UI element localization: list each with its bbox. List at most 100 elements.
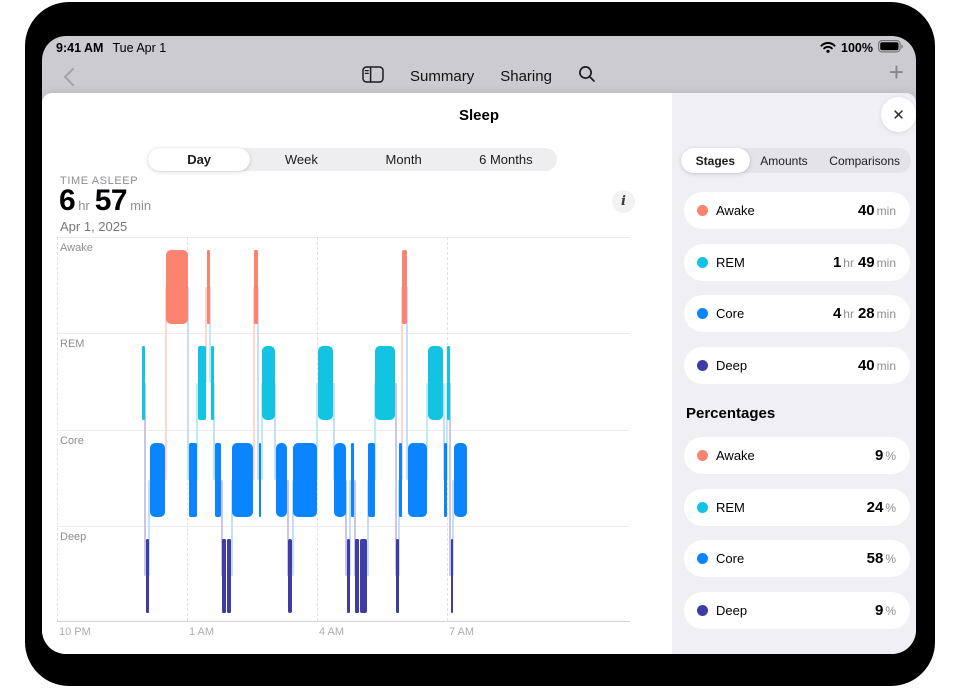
sleep-bar-deep (359, 538, 368, 613)
axis-tick-10-pm: 10 PM (59, 626, 91, 638)
percent-row-awake-value: 9% (871, 447, 896, 464)
sleep-bar-deep (227, 538, 232, 613)
percent-row-core-label: Core (716, 551, 745, 566)
panel-tab-stages[interactable]: Stages (681, 148, 750, 173)
value-part: % (885, 449, 896, 463)
stage-row-deep-label: Deep (716, 357, 748, 373)
sleep-bar-deep (346, 538, 350, 613)
stage-connector (449, 383, 452, 576)
nav-summary[interactable]: Summary (410, 67, 475, 85)
chart-row-deep: Deep (57, 525, 630, 622)
core-color-dot (697, 308, 708, 319)
search-button[interactable] (578, 65, 596, 87)
sleep-main-pane: Day Week Month 6 Months TIME ASLEEP 6 hr 57 mi… (42, 93, 672, 654)
stage-connector (213, 383, 216, 480)
info-button[interactable]: i (612, 190, 635, 213)
tab-week[interactable]: Week (284, 152, 318, 167)
deep-color-dot (697, 359, 708, 371)
status-bar: 9:41 AM Tue Apr 1 100% (42, 40, 916, 56)
stage-connector (345, 479, 348, 576)
stage-connector (252, 287, 255, 480)
navigation-bar: Summary Sharing + (42, 57, 916, 92)
value-part: 9 (874, 447, 884, 464)
page-title: Sleep (458, 107, 500, 124)
stage-connector (286, 479, 289, 576)
stage-connector (366, 479, 369, 576)
sleep-bar-core (232, 442, 254, 517)
value-part: hr (843, 255, 854, 270)
stage-connector (353, 479, 356, 576)
metric-part: min (130, 198, 152, 213)
stage-connector (205, 287, 208, 384)
sleep-modal: Sleep Day Week Month 6 Months TIME ASLEEP 6… (42, 93, 916, 654)
sleep-bar-awake (401, 250, 407, 324)
stage-connector (220, 479, 223, 576)
screen: 9:41 AM Tue Apr 1 100% Summ (42, 36, 916, 654)
axis-tick-7-am: 7 AM (448, 626, 475, 638)
add-button[interactable]: + (888, 57, 904, 87)
value-part: 4 (832, 305, 842, 322)
sleep-bar-core (149, 442, 166, 517)
sleep-bar-rem (427, 346, 444, 421)
sleep-bar-deep (145, 538, 149, 613)
stage-connector (148, 479, 151, 576)
stage-connector (373, 383, 376, 480)
stage-connector (196, 383, 199, 480)
sleep-bar-deep (222, 538, 226, 613)
stage-connector (452, 479, 455, 576)
sleep-bar-deep (396, 538, 399, 613)
tab-day[interactable]: Day (148, 148, 251, 171)
sleep-stages-chart[interactable]: Awake REM Core Deep 10 PM 1 AM 4 AM 7 AM (57, 237, 630, 638)
tab-month[interactable]: Month (385, 152, 422, 167)
sleep-bar-deep (450, 538, 454, 613)
stage-row-awake: Awake 40 min (684, 192, 910, 229)
stage-connector (426, 383, 429, 480)
stage-connector (406, 287, 409, 480)
stage-connector (445, 383, 448, 480)
stage-row-awake-label: Awake (716, 203, 755, 218)
sleep-bar-core (407, 442, 428, 517)
awake-color-dot (697, 205, 708, 216)
sleep-bar-core (258, 442, 262, 517)
stage-connector (209, 287, 212, 384)
panel-tab-comparisons[interactable]: Comparisons (829, 153, 900, 168)
percent-row-deep: Deep 9% (684, 591, 910, 629)
sleep-bar-awake (166, 250, 188, 324)
back-button[interactable] (56, 64, 82, 90)
sidebar-toggle-button[interactable] (362, 65, 384, 87)
stage-connector (332, 383, 335, 480)
stage-connector (230, 479, 233, 576)
sleep-bar-core (293, 442, 317, 517)
value-part: 1 (832, 253, 842, 271)
chart-row-label-rem: REM (60, 338, 85, 351)
percent-row-rem-value: 24% (863, 499, 896, 516)
value-part: 40 (857, 356, 875, 374)
chart-row-rem: REM (57, 333, 630, 429)
stage-connector (394, 383, 397, 576)
battery-percent: 100% (841, 41, 873, 55)
nav-sharing[interactable]: Sharing (500, 67, 552, 85)
value-part: min (876, 204, 896, 218)
stage-row-rem-value: 1 hr 49 min (829, 254, 896, 271)
value-part: % (885, 552, 896, 566)
value-part: 58 (866, 550, 884, 567)
percent-row-rem-label: REM (716, 499, 745, 515)
deep-color-dot (697, 604, 708, 616)
close-button[interactable]: ✕ (881, 97, 916, 132)
value-part: min (876, 255, 896, 270)
axis-tick-1-am: 1 AM (188, 626, 215, 638)
stage-row-deep-value: 40 min (854, 357, 896, 374)
tab-6-months[interactable]: 6 Months (479, 152, 533, 167)
sleep-bar-core (350, 442, 355, 517)
panel-tab-amounts[interactable]: Amounts (760, 153, 808, 168)
sleep-bar-rem (197, 346, 207, 421)
sleep-bar-awake (206, 250, 210, 324)
rem-color-dot (697, 501, 708, 513)
stage-row-core: Core 4 hr 28 min (684, 295, 910, 332)
stage-connector (164, 287, 167, 480)
value-part: 24 (866, 498, 884, 516)
metric-part: hr (78, 198, 90, 213)
value-part: 49 (857, 253, 875, 271)
sleep-bar-core (334, 442, 346, 517)
time-asleep-value: 6 hr 57 min (59, 185, 156, 217)
